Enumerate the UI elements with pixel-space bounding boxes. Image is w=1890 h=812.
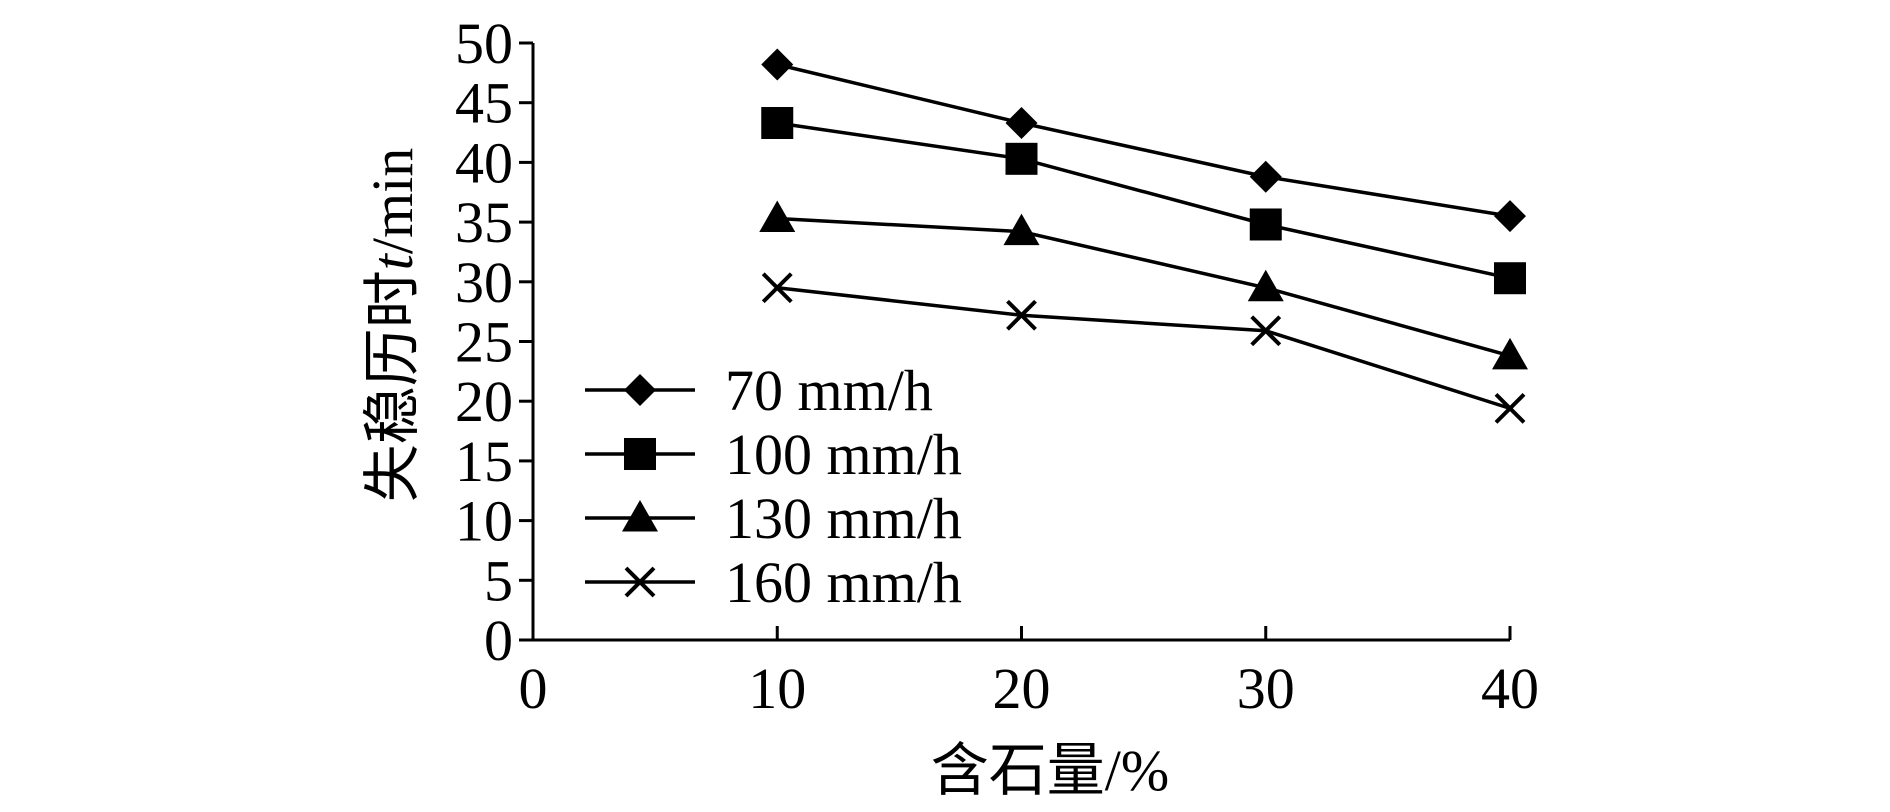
data-point — [1003, 213, 1040, 246]
series-line — [777, 216, 1511, 358]
data-point — [1005, 106, 1038, 139]
data-point — [1494, 392, 1526, 424]
series-line — [777, 286, 1511, 411]
x-ticks: 0 10 20 30 40 — [519, 626, 1539, 721]
data-point — [1494, 200, 1526, 233]
y-tick-label: 25 — [455, 310, 513, 375]
legend-item: 160 mm/h — [585, 550, 962, 615]
legend-label: 100 mm/h — [725, 422, 962, 487]
data-point — [1250, 315, 1282, 347]
series-4 — [761, 272, 1526, 424]
y-axis-title-prefix: 失稳历时 — [360, 270, 425, 502]
y-tick-label: 35 — [455, 190, 513, 255]
x-tick-label: 10 — [748, 656, 806, 721]
series-1 — [761, 48, 1526, 233]
x-marker-stroke — [1006, 299, 1037, 331]
legend-item: 130 mm/h — [585, 486, 962, 551]
x-marker-stroke — [1494, 392, 1526, 424]
y-tick-label: 30 — [455, 250, 513, 315]
y-tick-label: 10 — [455, 489, 513, 554]
legend-label: 160 mm/h — [725, 550, 962, 615]
y-tick-label: 50 — [455, 11, 513, 76]
data-point — [761, 106, 794, 139]
y-tick-label: 0 — [484, 608, 513, 673]
x-marker-stroke — [624, 566, 656, 598]
y-tick-label: 5 — [484, 548, 513, 613]
data-point — [761, 48, 794, 81]
data-point — [1249, 208, 1282, 241]
series-line — [776, 62, 1511, 218]
legend-item: 70 mm/h — [585, 358, 933, 423]
data-point — [1247, 269, 1284, 302]
data-point — [1494, 262, 1526, 295]
legend-marker — [622, 500, 658, 532]
x-tick-label: 40 — [1481, 656, 1539, 721]
y-tick-label: 15 — [455, 429, 513, 494]
data-point — [759, 200, 796, 233]
x-axis-title: 含石量/% — [931, 738, 1169, 803]
x-tick-label: 0 — [519, 656, 548, 721]
y-axis-title-var: t — [360, 252, 425, 270]
x-marker-stroke — [1250, 315, 1282, 347]
y-axis-title: 失稳历时t/min — [360, 148, 425, 502]
series-2 — [761, 106, 1526, 295]
legend-marker — [624, 374, 656, 406]
legend-item: 100 mm/h — [585, 422, 962, 487]
y-axis-title-unit: /min — [360, 148, 425, 254]
x-tick-label: 30 — [1237, 656, 1295, 721]
y-tick-label: 45 — [455, 71, 513, 136]
y-tick-label: 40 — [455, 130, 513, 195]
series-line — [776, 121, 1511, 280]
legend-label: 130 mm/h — [725, 486, 962, 551]
data-point — [1005, 142, 1038, 175]
data-point — [1006, 299, 1037, 331]
legend-marker — [624, 438, 656, 470]
x-marker-stroke — [761, 272, 793, 304]
data-point — [1492, 337, 1528, 370]
data-point — [761, 272, 793, 304]
y-tick-label: 20 — [455, 369, 513, 434]
x-tick-label: 20 — [993, 656, 1051, 721]
series-3 — [759, 200, 1528, 370]
series-group — [759, 48, 1528, 424]
legend-marker — [624, 566, 656, 598]
data-point — [1249, 160, 1282, 193]
legend-label: 70 mm/h — [725, 358, 933, 423]
